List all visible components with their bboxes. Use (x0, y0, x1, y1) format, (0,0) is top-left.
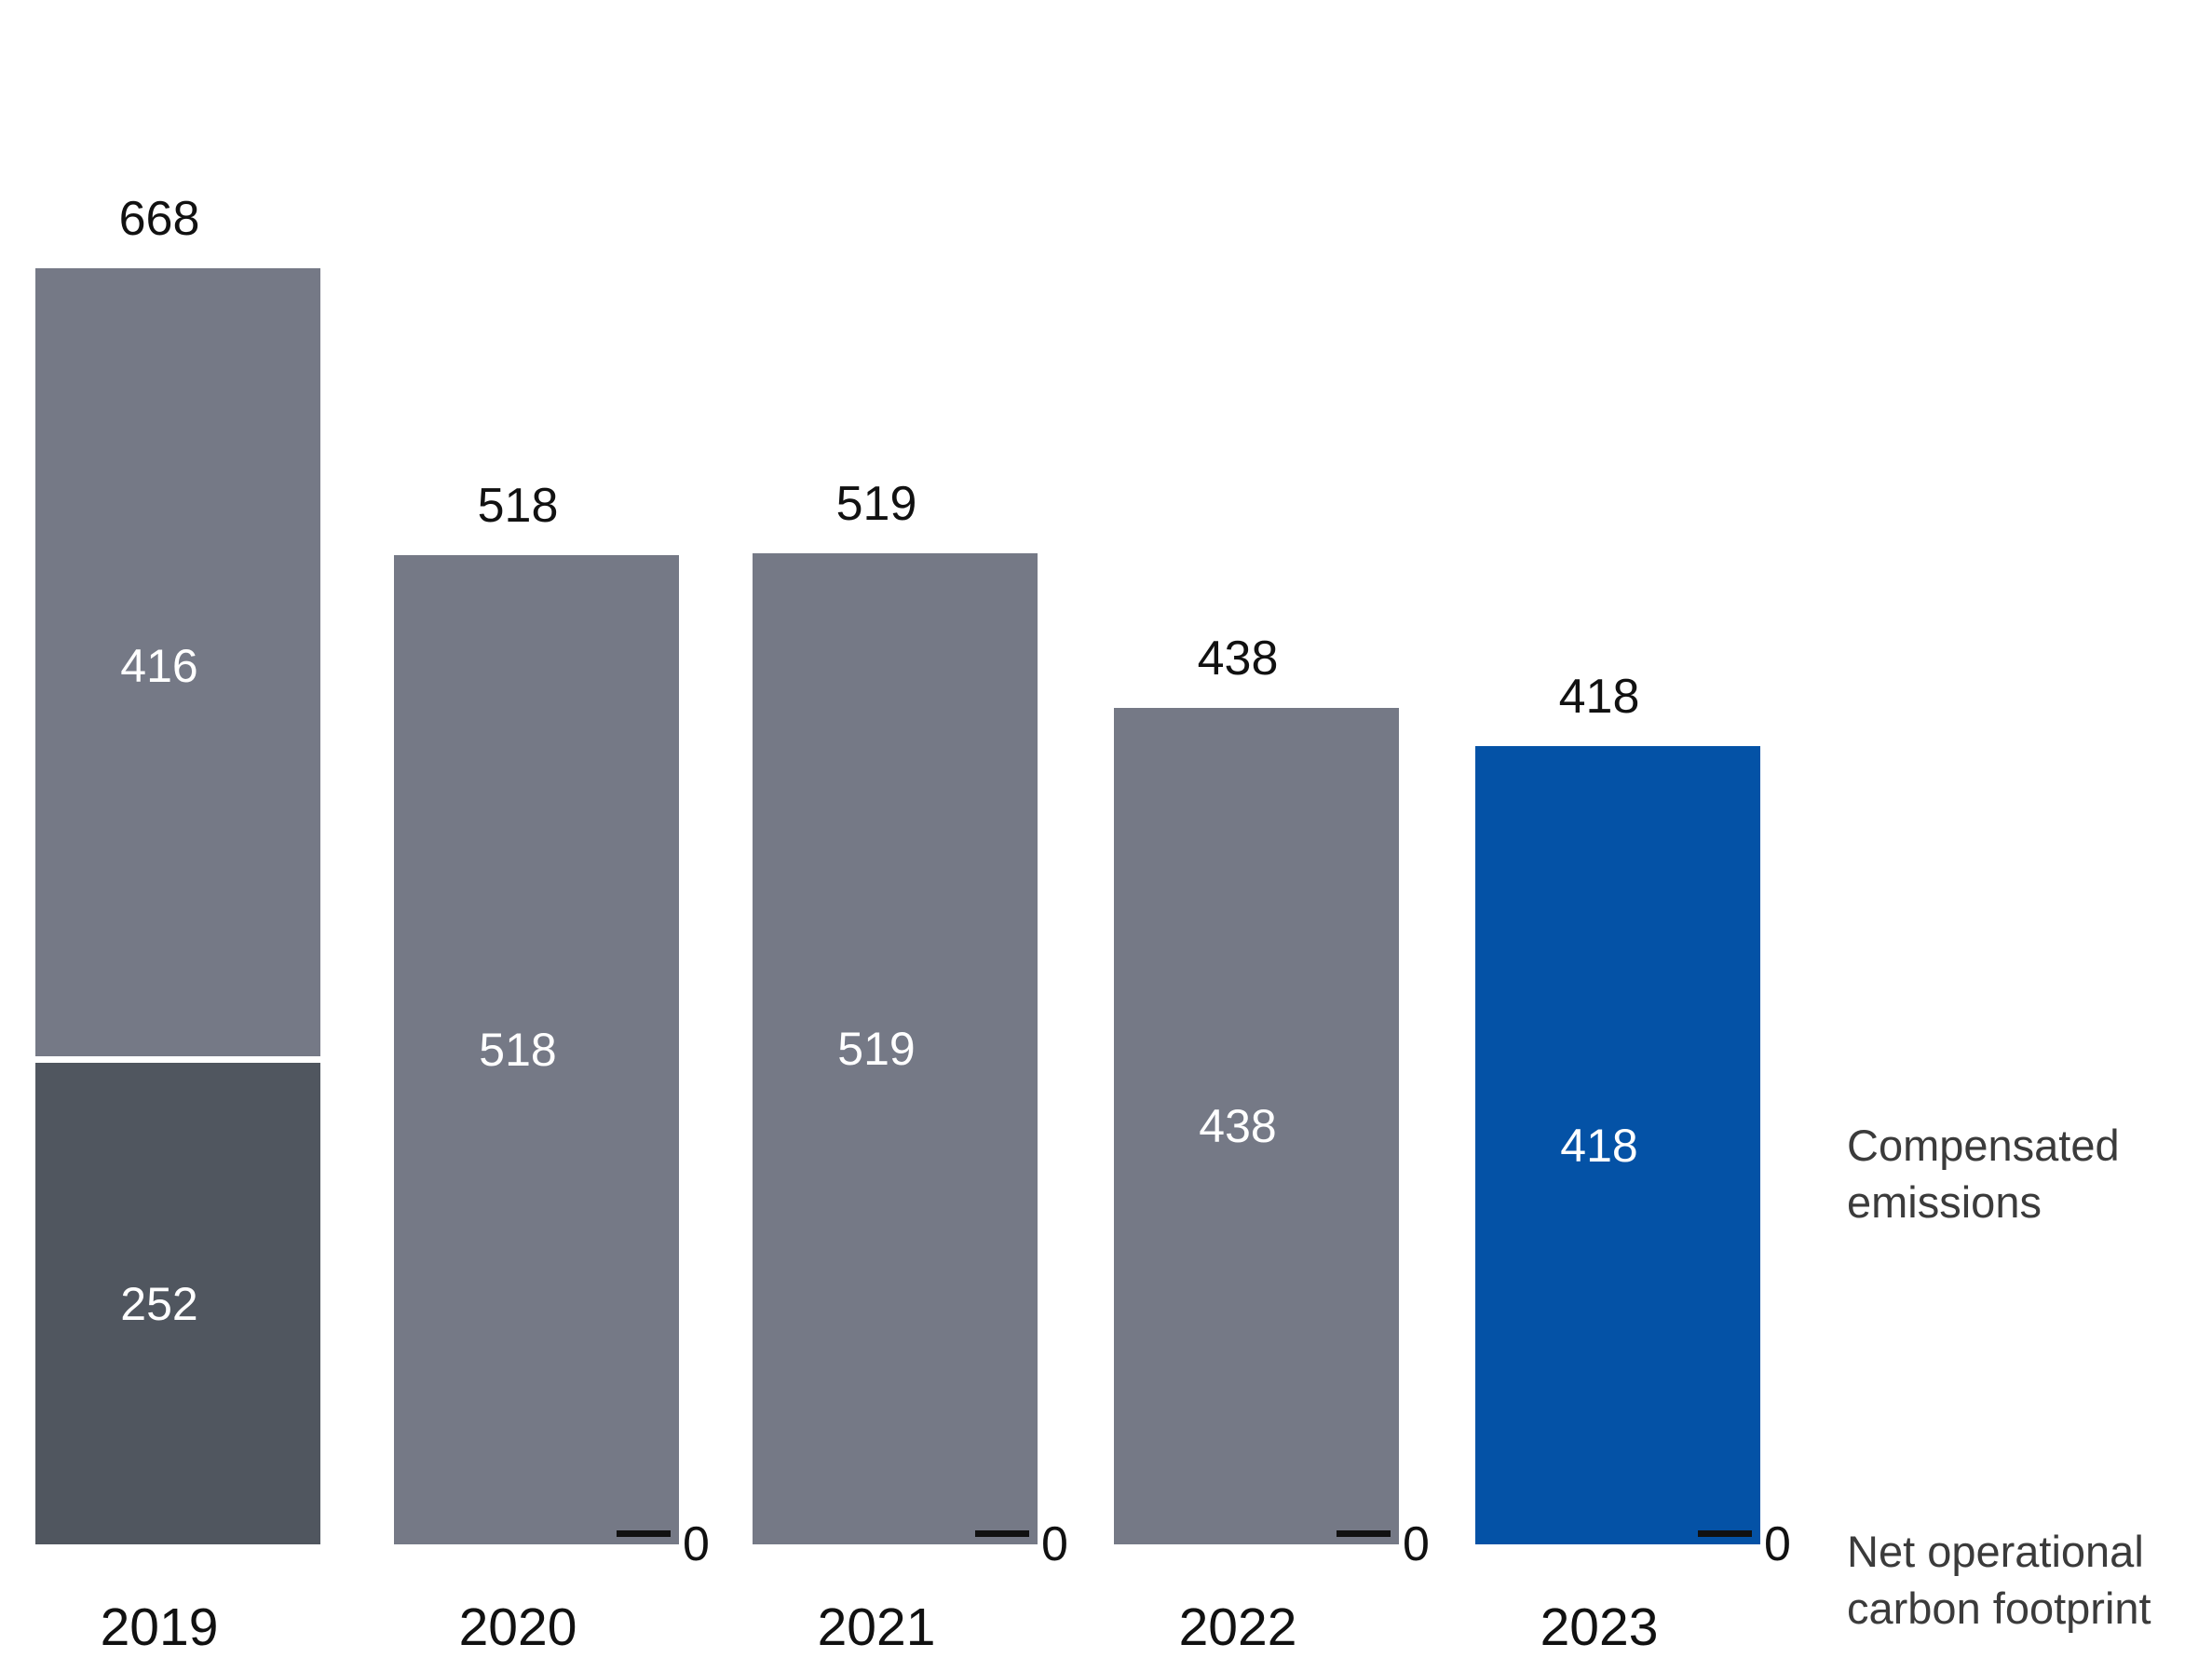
bar-2023-total-label: 418 (1558, 670, 1640, 724)
x-tick-label-2023: 2023 (1540, 1597, 1659, 1657)
bar-2019-net-value-label: 252 (120, 1277, 198, 1330)
zero-value-label-2023: 0 (1764, 1517, 1791, 1571)
bar-2022-compensated-segment (1114, 708, 1399, 1544)
bar-2022-compensated-value-label: 438 (1199, 1100, 1277, 1152)
bar-2020-compensated-value-label: 518 (479, 1024, 557, 1076)
bar-2019-net-segment (35, 1063, 320, 1544)
zero-value-label-2021: 0 (1041, 1517, 1068, 1571)
bar-2019-total-label: 668 (118, 192, 200, 246)
bar-2022-total-label: 438 (1197, 632, 1279, 686)
x-tick-label-2021: 2021 (817, 1597, 936, 1657)
zero-dash-2020 (617, 1530, 671, 1537)
legend-label-net-operational-carbon-footprint: Net operational carbon footprint (1847, 1527, 2151, 1633)
x-tick-label-2020: 2020 (458, 1597, 577, 1657)
x-tick-label-2022: 2022 (1178, 1597, 1297, 1657)
bar-2019-compensated-segment (35, 268, 320, 1063)
bar-2021-compensated-value-label: 519 (837, 1023, 916, 1075)
zero-dash-2022 (1337, 1530, 1391, 1537)
bar-2021-compensated-segment (753, 553, 1038, 1544)
legend-label-compensated-emissions: Compensated emissions (1847, 1121, 2120, 1227)
bar-2019-compensated-value-label: 416 (120, 639, 198, 692)
zero-dash-2023 (1698, 1530, 1752, 1537)
zero-value-label-2020: 0 (683, 1517, 710, 1571)
zero-dash-2021 (975, 1530, 1029, 1537)
bar-2020-total-label: 518 (477, 479, 559, 533)
bar-2023-compensated-value-label: 418 (1560, 1119, 1638, 1172)
bar-2021-total-label: 519 (835, 477, 917, 531)
bar-2023-compensated-segment (1475, 746, 1760, 1544)
bar-2020-compensated-segment (394, 555, 679, 1544)
zero-value-label-2022: 0 (1403, 1517, 1430, 1571)
x-tick-label-2019: 2019 (100, 1597, 219, 1657)
